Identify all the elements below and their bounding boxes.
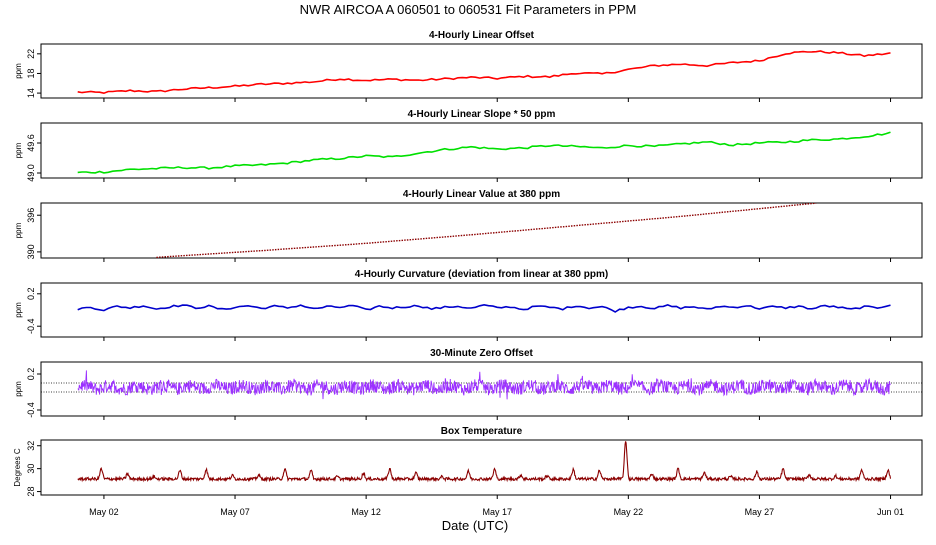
y-tick-label: 32: [26, 441, 36, 451]
y-tick-label: 18: [26, 68, 36, 78]
plot-area: [77, 303, 891, 313]
y-axis-label: ppm: [14, 302, 23, 318]
panel-frame: [40, 43, 923, 99]
y-tick-label: 14: [26, 88, 36, 98]
y-tick-label: 28: [26, 487, 36, 497]
y-axis-label: ppm: [14, 142, 23, 158]
series-line: [77, 303, 891, 313]
x-tick-label: May 22: [614, 507, 644, 517]
x-tick-label: May 02: [89, 507, 119, 517]
y-tick-label: 0.2: [26, 368, 36, 381]
y-axis-label: ppm: [14, 222, 23, 238]
plot-area: [77, 50, 891, 95]
plot-area: [77, 370, 891, 400]
y-tick-label: -0.4: [26, 402, 36, 418]
panel-frame: [40, 202, 923, 259]
y-tick-label: 30: [26, 464, 36, 474]
y-axis-label: ppm: [14, 63, 23, 79]
panel-5: 30-Minute Zero Offset ppm-0.4 0.2: [14, 348, 923, 420]
y-tick-label: 49.6: [26, 134, 36, 152]
panel-title: 4-Hourly Linear Value at 380 ppm: [403, 189, 560, 200]
y-tick-label: 0.2: [26, 288, 36, 301]
plot-area: [77, 131, 891, 174]
x-tick-label: Jun 01: [877, 507, 904, 517]
panel-title: 4-Hourly Curvature (deviation from linea…: [355, 269, 608, 280]
series-line: [77, 131, 891, 174]
x-tick-label: May 07: [220, 507, 250, 517]
panel-frame: [40, 282, 923, 338]
y-tick-label: 49.0: [26, 164, 36, 182]
series-line: [77, 441, 892, 483]
series-line: [77, 50, 891, 95]
series-line: [77, 370, 891, 400]
panel-frame: [40, 361, 923, 417]
y-tick-label: 396: [26, 208, 36, 223]
x-tick-label: May 27: [745, 507, 775, 517]
panel-frame: [40, 122, 923, 179]
y-axis-label: Degrees C: [13, 448, 22, 486]
y-tick-label: 22: [26, 49, 36, 59]
x-axis: May 02 May 07 May 12 May 17 May 22 May 27 Jun …: [89, 507, 904, 517]
y-axis-label: ppm: [14, 381, 23, 397]
panel-title: 4-Hourly Linear Slope * 50 ppm: [408, 109, 556, 120]
y-tick-label: -0.4: [26, 318, 36, 334]
plot-area: [156, 203, 817, 258]
panel-title: 30-Minute Zero Offset: [430, 348, 533, 359]
x-tick-label: May 12: [351, 507, 381, 517]
panel-6: Box Temperature Degrees C 28 30 32: [13, 426, 923, 499]
panel-title: 4-Hourly Linear Offset: [429, 30, 535, 41]
figure-title: NWR AIRCOA A 060501 to 060531 Fit Parame…: [300, 2, 637, 17]
series-line: [156, 203, 817, 258]
x-tick-label: May 17: [482, 507, 512, 517]
panels: 4-Hourly Linear Offsetppm1418224-Hourly …: [13, 30, 923, 499]
panel-frame: [40, 439, 923, 496]
panel-title: Box Temperature: [441, 426, 523, 437]
x-axis-label: Date (UTC): [442, 518, 508, 533]
y-tick-label: 390: [26, 244, 36, 259]
panel-4: 4-Hourly Curvature (deviation from linea…: [14, 269, 923, 341]
plot-area: [77, 441, 892, 483]
